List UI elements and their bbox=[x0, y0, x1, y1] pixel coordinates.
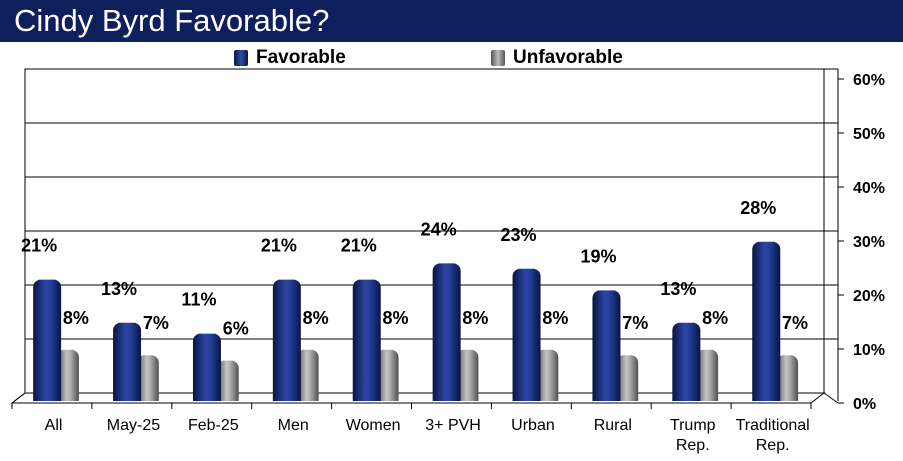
x-tick-label: May-25 bbox=[107, 417, 160, 434]
left-floor-edge bbox=[11, 392, 26, 404]
bar-unfavorable bbox=[136, 355, 159, 401]
y-tick-label: 10% bbox=[853, 342, 885, 359]
bar-favorable bbox=[752, 241, 781, 401]
bar-unfavorable bbox=[56, 349, 79, 401]
x-tick-label: Rural bbox=[594, 417, 632, 434]
y-tick-label: 60% bbox=[853, 72, 885, 89]
data-label-favorable: 28% bbox=[740, 198, 776, 218]
x-tick-label: Women bbox=[346, 417, 401, 434]
x-tick-label: Trump bbox=[670, 417, 716, 434]
data-label-favorable: 21% bbox=[21, 236, 57, 256]
bar-unfavorable bbox=[296, 349, 319, 401]
x-tick-label: Traditional bbox=[736, 417, 810, 434]
bar-favorable bbox=[272, 279, 301, 401]
data-label-unfavorable: 8% bbox=[702, 308, 728, 328]
bar-unfavorable bbox=[776, 355, 799, 401]
x-tick-label: Feb-25 bbox=[188, 417, 239, 434]
x-tick-label: Rep. bbox=[676, 437, 710, 454]
x-tick-label: Men bbox=[278, 417, 309, 434]
x-tick-label: 3+ PVH bbox=[425, 417, 481, 434]
bar-unfavorable bbox=[376, 349, 399, 401]
data-label-unfavorable: 7% bbox=[782, 313, 808, 333]
bar-favorable bbox=[672, 322, 701, 401]
data-label-unfavorable: 7% bbox=[143, 313, 169, 333]
data-label-unfavorable: 6% bbox=[223, 319, 249, 339]
data-label-unfavorable: 8% bbox=[303, 308, 329, 328]
data-label-favorable: 23% bbox=[501, 225, 537, 245]
data-label-unfavorable: 8% bbox=[63, 308, 89, 328]
x-tick-label: All bbox=[45, 417, 63, 434]
y-tick-label: 50% bbox=[853, 126, 885, 143]
legend-favorable: Favorable bbox=[234, 47, 346, 69]
y-tick-label: 20% bbox=[853, 288, 885, 305]
legend: Favorable Unfavorable bbox=[0, 47, 903, 69]
bar-favorable bbox=[512, 268, 541, 401]
y-tick-label: 30% bbox=[853, 234, 885, 251]
bar-favorable bbox=[192, 333, 221, 401]
data-label-favorable: 19% bbox=[580, 246, 616, 266]
legend-favorable-label: Favorable bbox=[256, 47, 346, 68]
data-label-favorable: 21% bbox=[261, 236, 297, 256]
title-bar: Cindy Byrd Favorable? bbox=[0, 0, 903, 42]
x-tick-label: Urban bbox=[511, 417, 555, 434]
x-tick-label: Rep. bbox=[756, 437, 790, 454]
bar-favorable bbox=[33, 279, 62, 401]
chart-title: Cindy Byrd Favorable? bbox=[14, 3, 330, 38]
bar-unfavorable bbox=[696, 349, 719, 401]
bar-unfavorable bbox=[216, 360, 239, 401]
bar-favorable bbox=[592, 290, 621, 401]
y-tick-label: 40% bbox=[853, 180, 885, 197]
legend-unfavorable-swatch bbox=[491, 50, 505, 66]
data-label-favorable: 21% bbox=[341, 236, 377, 256]
bar-unfavorable bbox=[536, 349, 559, 401]
y-tick-label: 0% bbox=[853, 396, 876, 413]
gridline-depth bbox=[823, 392, 839, 404]
bar-unfavorable bbox=[456, 349, 479, 401]
bar-favorable bbox=[113, 322, 142, 401]
data-label-favorable: 13% bbox=[101, 279, 137, 299]
data-label-unfavorable: 8% bbox=[462, 308, 488, 328]
data-label-unfavorable: 8% bbox=[542, 308, 568, 328]
bar-favorable bbox=[352, 279, 381, 401]
data-label-favorable: 24% bbox=[421, 219, 457, 239]
data-label-favorable: 13% bbox=[660, 279, 696, 299]
bar-unfavorable bbox=[616, 355, 639, 401]
legend-unfavorable-label: Unfavorable bbox=[513, 47, 623, 68]
data-label-unfavorable: 8% bbox=[383, 308, 409, 328]
data-label-favorable: 11% bbox=[181, 290, 216, 310]
bar-favorable bbox=[432, 263, 461, 401]
legend-favorable-swatch bbox=[234, 50, 248, 66]
data-label-unfavorable: 7% bbox=[622, 313, 648, 333]
legend-unfavorable: Unfavorable bbox=[491, 47, 623, 69]
